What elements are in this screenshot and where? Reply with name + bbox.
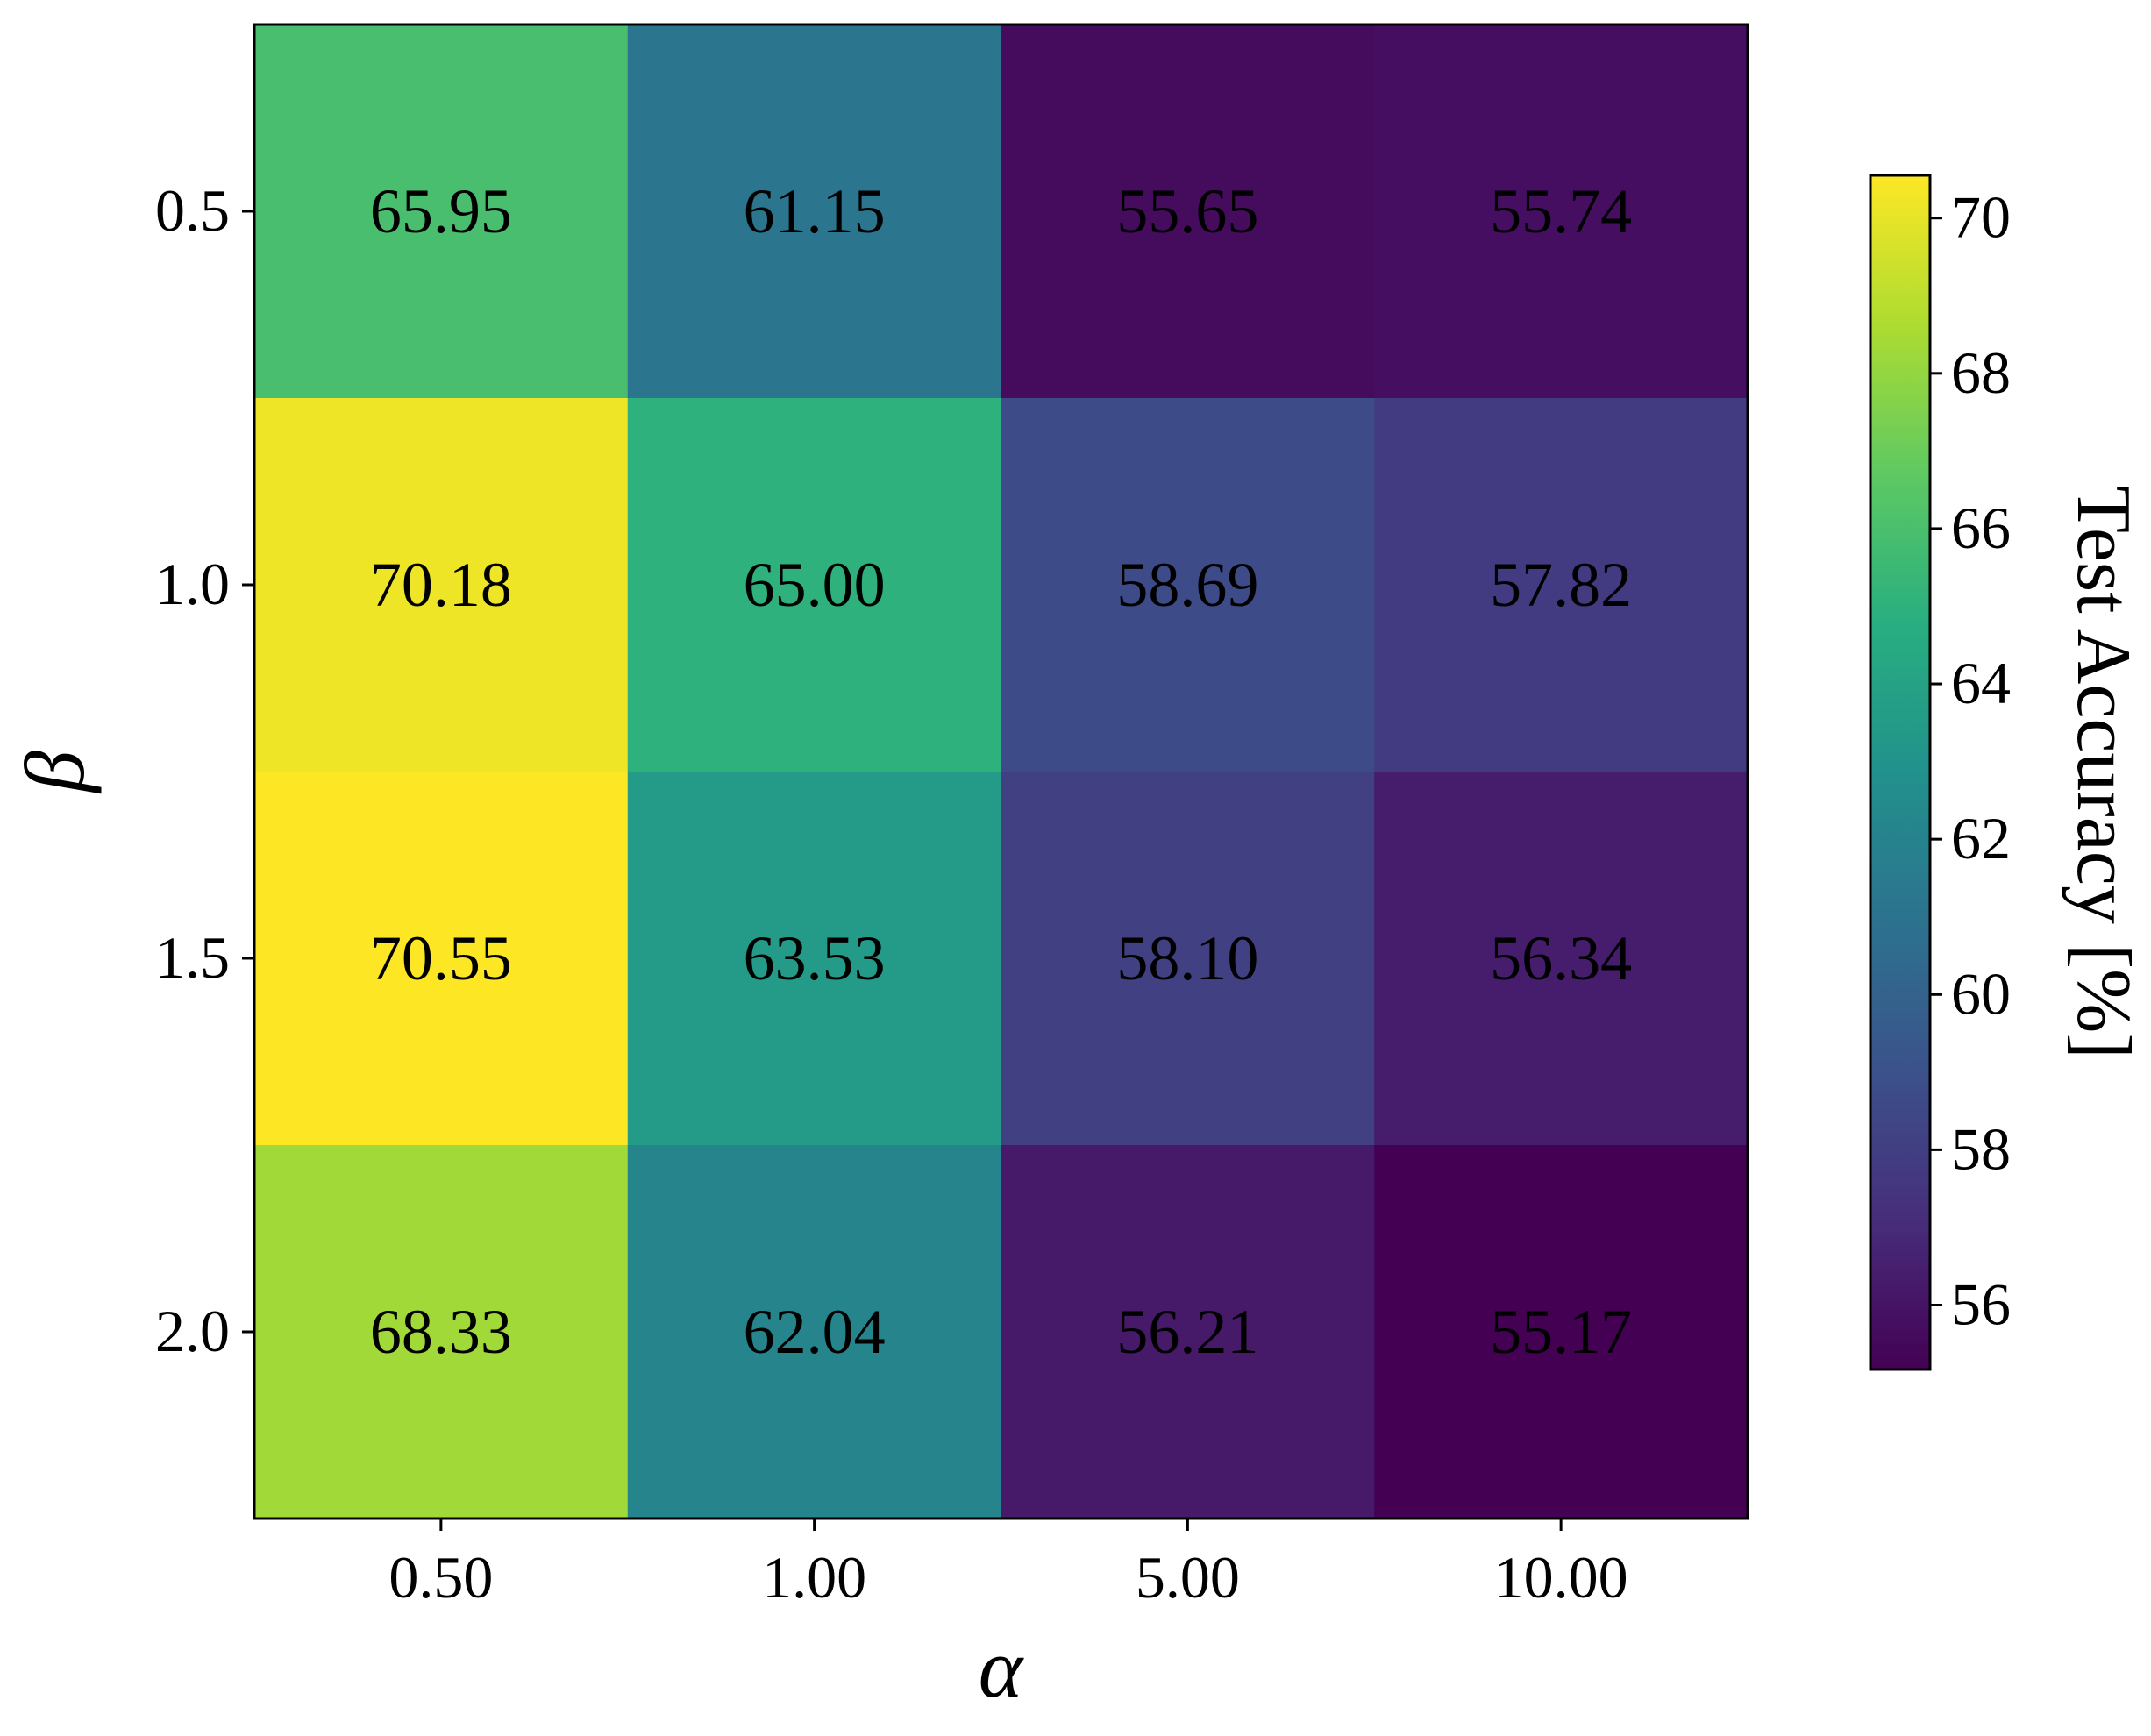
colorbar-tick-label: 70 [1951,184,2011,251]
cell-value-label: 56.21 [1116,1297,1258,1367]
heatmap-cell [1001,1145,1375,1519]
cell-value-label: 62.04 [744,1297,886,1367]
cell-value-label: 55.74 [1490,176,1632,246]
cell-value-label: 70.18 [370,550,512,620]
cell-value-label: 58.69 [1116,550,1258,620]
cell-value-label: 65.00 [744,550,886,620]
heatmap-cells: 65.95 61.15 55.65 55.74 70.18 65.00 58.69 57.82… [254,25,1749,1519]
colorbar-tick-label: 56 [1951,1270,2011,1337]
cell-value-label: 68.33 [370,1297,512,1367]
heatmap-cell [1001,25,1375,399]
colorbar-tick-label: 64 [1951,650,2011,716]
heatmap-cell [627,25,1001,399]
cell-value-label: 57.82 [1490,550,1632,620]
heatmap-cell [254,25,629,399]
heatmap-cell [1001,398,1375,772]
x-axis-label: α [979,1621,1024,1715]
cell-value-label: 58.10 [1116,923,1258,993]
cell-value-label: 55.17 [1490,1297,1632,1367]
x-tick-label: 5.00 [1136,1544,1240,1611]
heatmap-cell [254,398,629,772]
colorbar-tick-label: 60 [1951,960,2011,1027]
heatmap-cell [254,772,629,1146]
colorbar [1869,174,1932,1371]
heatmap-cell [627,772,1001,1146]
heatmap-cell [1374,1145,1749,1519]
cell-value-label: 56.34 [1490,923,1632,993]
heatmap-cell [1374,772,1749,1146]
cell-value-label: 65.95 [370,176,512,246]
y-tick-label: 2.0 [155,1298,230,1364]
heatmap-cell [1374,398,1749,772]
colorbar-tick-label: 58 [1951,1115,2011,1182]
y-axis-label: β [8,751,102,794]
cell-value-label: 61.15 [744,176,886,246]
cell-value-label: 55.65 [1116,176,1258,246]
heatmap-cell [627,1145,1001,1519]
colorbar-axis: 56 58 60 62 64 66 68 70 [1930,184,2011,1337]
cell-value-label: 70.55 [370,923,512,993]
heatmap-cell [1001,772,1375,1146]
cell-value-label: 63.53 [744,923,886,993]
heatmap-cell [254,1145,629,1519]
y-axis: 0.5 1.0 1.5 2.0 [155,177,254,1364]
plot-frame [253,23,1749,1520]
x-tick-label: 10.00 [1494,1544,1628,1611]
colorbar-tick-label: 68 [1951,339,2011,406]
y-tick-label: 1.5 [155,924,230,991]
x-axis: 0.50 1.00 5.00 10.00 [388,1519,1628,1611]
x-tick-label: 0.50 [388,1544,493,1611]
colorbar-tick-label: 62 [1951,805,2011,872]
heatmap-cell [627,398,1001,772]
y-tick-label: 0.5 [155,177,230,244]
colorbar-tick-label: 66 [1951,494,2011,561]
y-tick-label: 1.0 [155,551,230,617]
colorbar-label: Test Accuracy [%] [2061,486,2146,1059]
x-tick-label: 1.00 [762,1544,866,1611]
heatmap-cell [1374,25,1749,399]
